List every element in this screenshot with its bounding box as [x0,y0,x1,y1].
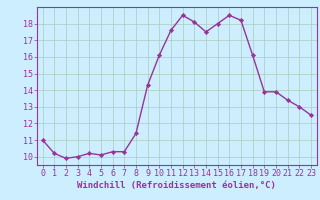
X-axis label: Windchill (Refroidissement éolien,°C): Windchill (Refroidissement éolien,°C) [77,181,276,190]
